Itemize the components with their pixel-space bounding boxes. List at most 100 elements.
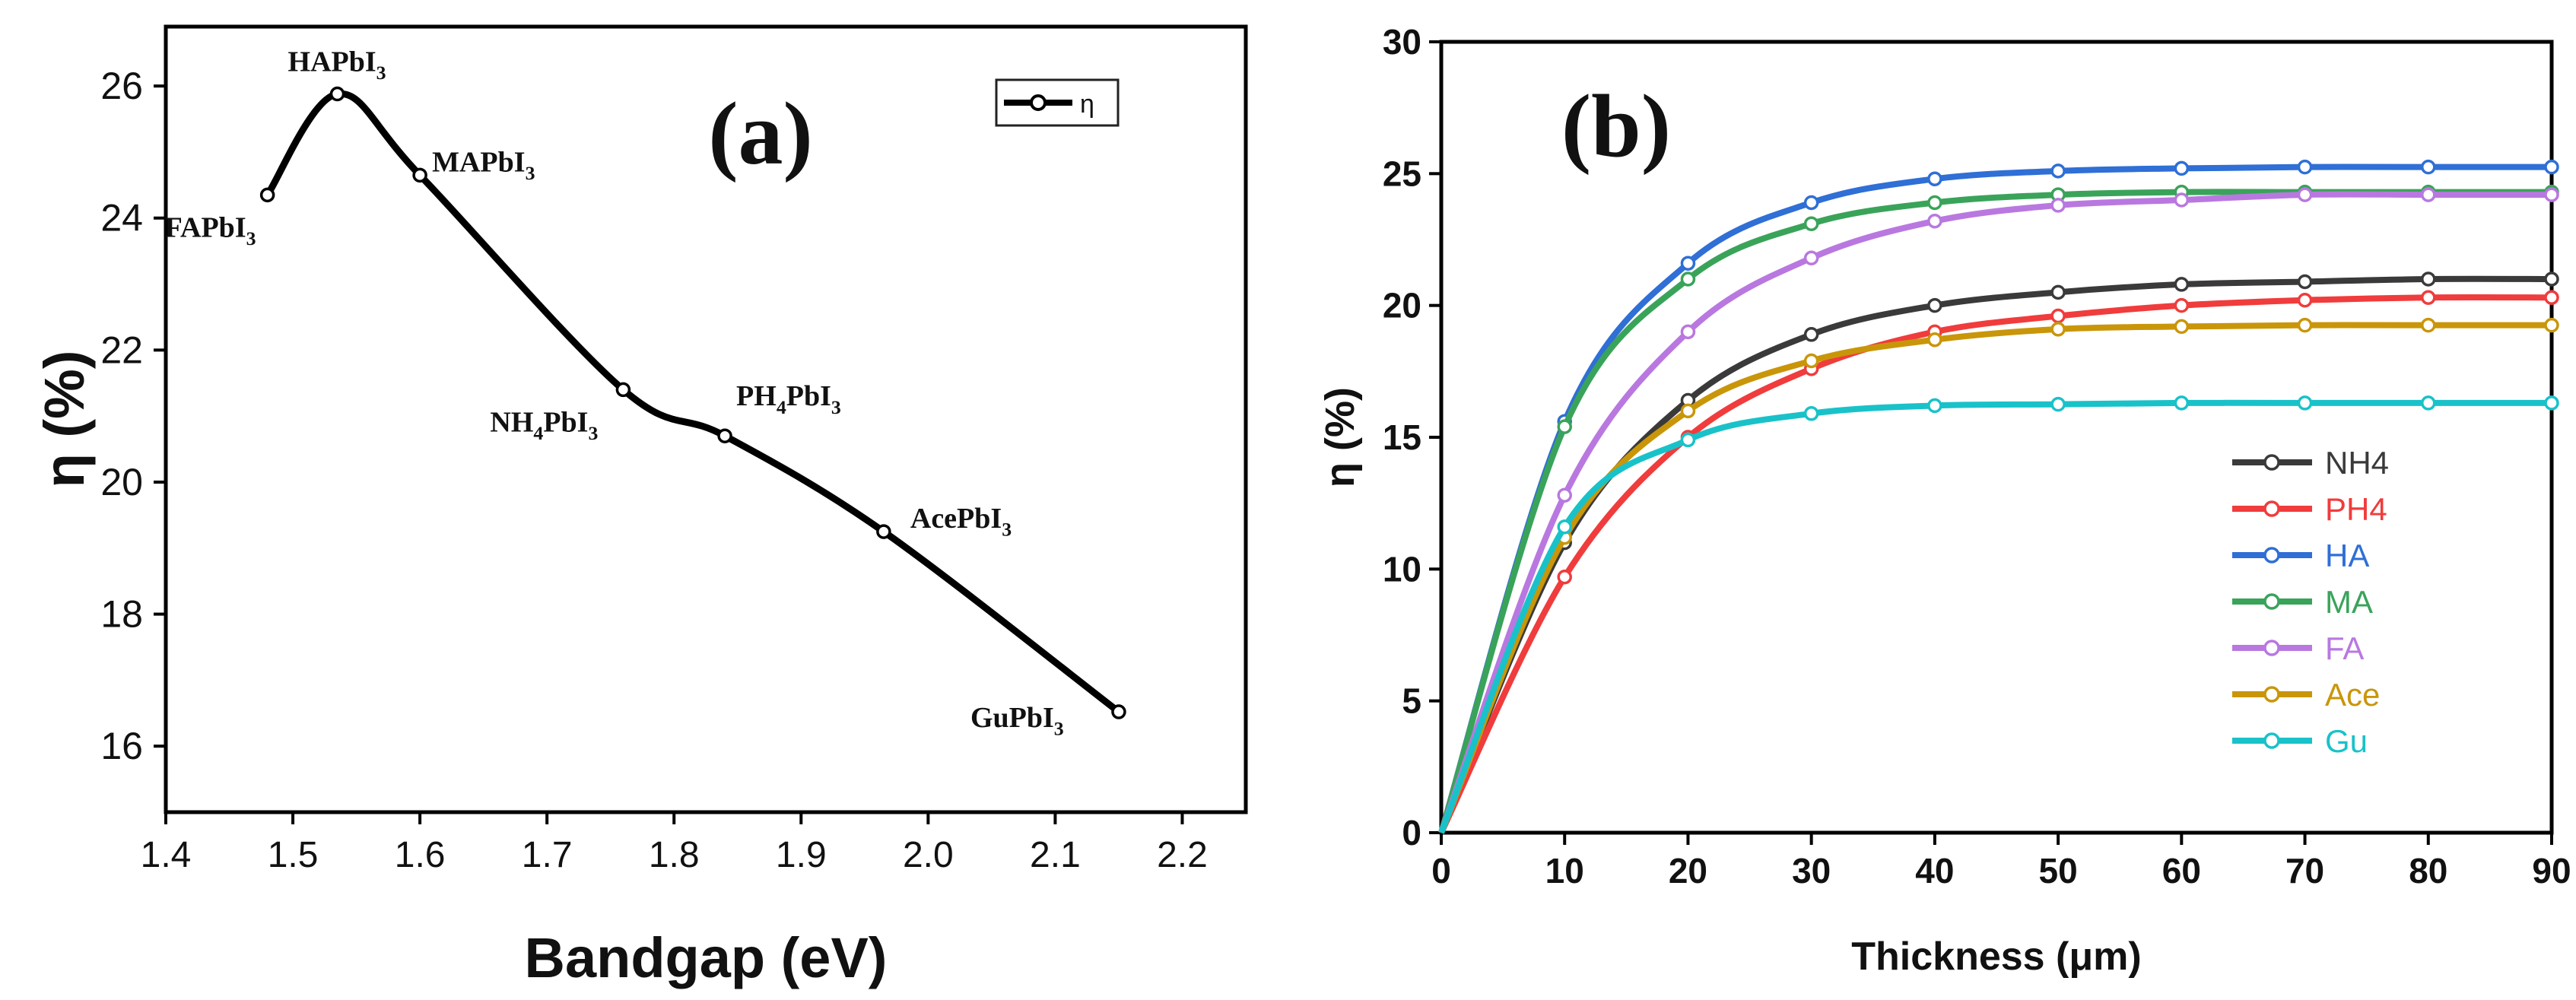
panel-b-x-tick-label: 50 — [2039, 851, 2078, 890]
panel-b-x-tick-label: 80 — [2409, 851, 2447, 890]
panel-a-y-tick-label: 16 — [100, 725, 143, 767]
panel-a-legend: η — [995, 78, 1120, 127]
panel-b-data-point — [2050, 396, 2066, 412]
panel-b-y-tick-label: 0 — [1402, 813, 1421, 852]
panel-b-data-point — [1557, 569, 1572, 585]
panel-a-x-tick-label: 1.8 — [649, 835, 700, 875]
panel-b-data-point — [2421, 187, 2436, 202]
panel-a-legend-label: η — [1080, 90, 1094, 119]
panel-b-x-tick-label: 30 — [1792, 851, 1831, 890]
panel-b-data-point — [2544, 290, 2559, 306]
panel-b-series-line-ph4 — [1438, 294, 2552, 834]
panel-b-y-ticks: 0 5 10 15 20 25 30 — [1383, 22, 1441, 852]
panel-b-data-point — [2544, 395, 2559, 411]
panel-b-data-point — [2174, 160, 2190, 176]
panel-b-data-point — [2421, 317, 2436, 333]
panel-a-y-tick-label: 18 — [100, 593, 143, 636]
panel-b-legend-marker — [2263, 686, 2280, 703]
panel-b-legend-label: PH4 — [2325, 491, 2387, 527]
panel-b-data-point — [1680, 324, 1696, 340]
panel-b-data-point — [2174, 319, 2190, 335]
panel-a: 1.4 1.5 1.6 1.7 1.8 1.9 2.0 2.1 2.2 16 18 20 22 24 26… — [33, 24, 1248, 989]
panel-b-x-tick-label: 0 — [1431, 851, 1451, 890]
panel-b-x-tick-label: 70 — [2285, 851, 2324, 890]
panel-b-data-point — [2297, 159, 2313, 175]
panel-a-point-label: NH4PbI3 — [490, 406, 598, 444]
panel-b-data-point — [2421, 159, 2436, 175]
panel-b-data-point — [1680, 271, 1696, 287]
panel-a-point-label: PH4PbI3 — [736, 380, 841, 418]
panel-b-x-tick-label: 10 — [1545, 851, 1584, 890]
panel-b-y-tick-label: 5 — [1402, 681, 1421, 721]
panel-b-data-point — [2174, 277, 2190, 292]
panel-a-x-tick-label: 1.4 — [141, 835, 192, 875]
panel-b-data-point — [1927, 332, 1942, 348]
panel-b-series-line-nh4 — [1438, 275, 2552, 834]
panel-b-data-point — [1927, 398, 1942, 414]
panel-b-data-point — [1803, 353, 1819, 369]
panel-a-x-ticks: 1.4 1.5 1.6 1.7 1.8 1.9 2.0 2.1 2.2 — [141, 812, 1208, 875]
panel-a-data-point — [259, 187, 275, 203]
panel-b-legend-marker — [2263, 593, 2280, 610]
panel-a-point-label: HAPbI3 — [288, 46, 386, 84]
panel-a-x-tick-label: 2.1 — [1030, 835, 1081, 875]
panel-b-data-point — [1803, 327, 1819, 342]
panel-a-x-tick-label: 1.5 — [268, 835, 319, 875]
panel-b-data-point — [1680, 432, 1696, 448]
panel-b-x-tick-label: 90 — [2532, 851, 2571, 890]
panel-a-y-axis-title: η (%) — [33, 351, 96, 488]
panel-b-data-point — [2050, 284, 2066, 300]
panel-a-data-point — [329, 86, 345, 102]
panel-b-data-point — [2544, 159, 2559, 175]
panel-b-data-point — [2297, 274, 2313, 290]
panel-a-y-tick-label: 24 — [100, 197, 143, 240]
panel-b-legend-marker — [2263, 454, 2280, 471]
panel-a-data-point — [717, 428, 732, 443]
panel-a-series — [259, 86, 1126, 719]
panel-b-data-point — [2050, 322, 2066, 337]
panel-a-point-labels: FAPbI3 HAPbI3 MAPbI3 NH4PbI3 PH4PbI3 AcePbI3 G… — [165, 46, 1064, 740]
panel-b-data-point — [1803, 406, 1819, 421]
panel-b-data-point — [1557, 519, 1572, 535]
panel-b-data-point — [1680, 256, 1696, 271]
panel-a-x-axis-title: Bandgap (eV) — [525, 926, 888, 989]
panel-b-data-point — [1557, 487, 1572, 503]
panel-a-label: (a) — [708, 84, 813, 183]
panel-a-x-tick-label: 2.2 — [1157, 835, 1208, 875]
panel-a-data-point — [1111, 704, 1126, 719]
panel-b-data-point — [2544, 271, 2559, 287]
panel-b-legend-marker — [2263, 500, 2280, 517]
panel-b-y-tick-label: 25 — [1383, 154, 1421, 193]
panel-a-x-tick-label: 2.0 — [903, 835, 954, 875]
panel-b-data-point — [1803, 216, 1819, 231]
panel-a-data-point — [876, 524, 891, 539]
panel-a-point-label: FAPbI3 — [165, 211, 256, 249]
panel-b-legend-marker — [2263, 547, 2280, 563]
panel-b-legend-marker — [2263, 640, 2280, 656]
panel-b-y-tick-label: 10 — [1383, 549, 1421, 589]
panel-b-data-point — [1927, 297, 1942, 313]
panel-b-data-point — [2421, 271, 2436, 287]
panel-a-legend-marker — [1030, 94, 1047, 111]
panel-a-series-line — [264, 90, 1121, 715]
panel-b-data-point — [1927, 195, 1942, 211]
panel-a-data-point — [412, 167, 427, 183]
panel-b-legend-label: FA — [2325, 630, 2364, 666]
panel-b-data-point — [1803, 250, 1819, 266]
panel-b-series — [1438, 159, 2559, 834]
panel-a-plot-frame — [164, 24, 1248, 814]
panel-b-x-tick-label: 20 — [1669, 851, 1707, 890]
panel-a-y-tick-label: 20 — [100, 461, 143, 503]
panel-a-x-tick-label: 1.9 — [776, 835, 827, 875]
panel-b-data-point — [2297, 395, 2313, 411]
panel-b-legend: NH4 PH4 HA MA FA Ace Gu — [2232, 445, 2389, 759]
panel-b-data-point — [1680, 403, 1696, 419]
panel-b-data-point — [2050, 308, 2066, 324]
panel-b-data-point — [2544, 317, 2559, 333]
panel-a-point-label: GuPbI3 — [970, 702, 1064, 740]
panel-b-y-tick-label: 20 — [1383, 286, 1421, 325]
panel-b-legend-label: HA — [2325, 538, 2369, 573]
panel-b-x-tick-label: 60 — [2162, 851, 2201, 890]
panel-b-data-point — [2174, 395, 2190, 411]
